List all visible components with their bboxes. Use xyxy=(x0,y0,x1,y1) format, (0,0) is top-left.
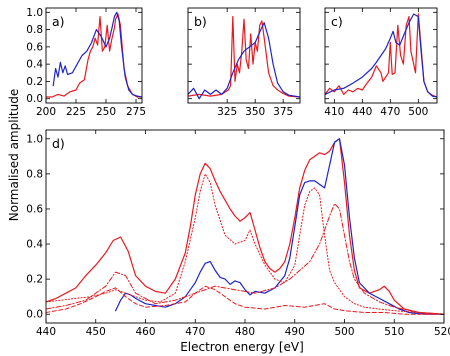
y-tick-label: 0.8 xyxy=(26,24,43,36)
x-tick-label: 275 xyxy=(126,106,146,118)
series-red-solid-line xyxy=(325,13,437,98)
x-tick-label: 510 xyxy=(384,326,404,338)
y-tick-label: 1.0 xyxy=(26,133,43,145)
panel-d: 440 450 460 470 480 490 500 510 520 0.0 0.2 0.4 0.6 0… xyxy=(26,129,450,338)
x-tick-label: 500 xyxy=(408,106,428,118)
y-tick-label: 0.6 xyxy=(26,41,43,53)
x-axis-label: Electron energy [eV] xyxy=(180,340,304,354)
y-tick-label: 0.6 xyxy=(26,203,43,215)
x-tick-label: 440 xyxy=(352,106,372,118)
x-tick-label: 350 xyxy=(245,106,265,118)
series-red-dotted-line xyxy=(46,173,444,315)
series-red-dashdot-line xyxy=(46,203,444,315)
series-red-solid-line xyxy=(46,138,444,315)
x-tick-label: 480 xyxy=(235,326,255,338)
panel-label: b) xyxy=(194,14,207,29)
y-tick-label: 0.0 xyxy=(26,309,43,321)
series-blue-solid-line xyxy=(188,22,300,100)
panel-a: 200 225 250 275 0.0 0.2 0.4 0.6 0.8 1.0 a) xyxy=(26,7,146,118)
x-tick-label: 500 xyxy=(334,326,354,338)
panel-label: d) xyxy=(52,136,65,151)
x-tick-label: 410 xyxy=(324,106,344,118)
y-tick-label: 0.2 xyxy=(26,76,43,88)
x-tick-label: 325 xyxy=(217,106,237,118)
series-blue-solid-line xyxy=(114,138,444,315)
y-tick-label: 1.0 xyxy=(26,7,43,19)
panel-frame xyxy=(45,7,143,104)
x-tick-label: 520 xyxy=(434,326,450,338)
x-tick-label: 225 xyxy=(66,106,86,118)
x-tick-label: 250 xyxy=(96,106,116,118)
x-tick-label: 460 xyxy=(135,326,155,338)
series-blue-solid-line xyxy=(52,11,142,98)
x-tick-label: 450 xyxy=(86,326,106,338)
y-tick-label: 0.4 xyxy=(26,239,43,251)
panel-b: 325 350 375 b) xyxy=(187,7,301,118)
y-tick-label: 0.4 xyxy=(26,59,43,71)
x-tick-label: 470 xyxy=(185,326,205,338)
series-blue-solid-line xyxy=(325,13,437,98)
series-red-dashed-line xyxy=(46,285,444,315)
panel-frame xyxy=(324,7,438,104)
panel-label: a) xyxy=(52,14,65,29)
y-tick-label: 0.0 xyxy=(26,93,43,105)
x-tick-label: 200 xyxy=(36,106,56,118)
series-red-solid-line xyxy=(188,16,300,98)
y-tick-label: 0.8 xyxy=(26,168,43,180)
x-tick-label: 375 xyxy=(273,106,293,118)
x-tick-label: 470 xyxy=(380,106,400,118)
y-axis-label: Normalised amplitude xyxy=(7,89,21,221)
x-tick-label: 490 xyxy=(285,326,305,338)
x-tick-label: 440 xyxy=(36,326,56,338)
panel-frame xyxy=(187,7,301,104)
y-tick-label: 0.2 xyxy=(26,274,43,286)
panel-c: 410 440 470 500 c) xyxy=(324,7,438,118)
panel-frame xyxy=(45,129,445,324)
panel-label: c) xyxy=(331,14,343,29)
